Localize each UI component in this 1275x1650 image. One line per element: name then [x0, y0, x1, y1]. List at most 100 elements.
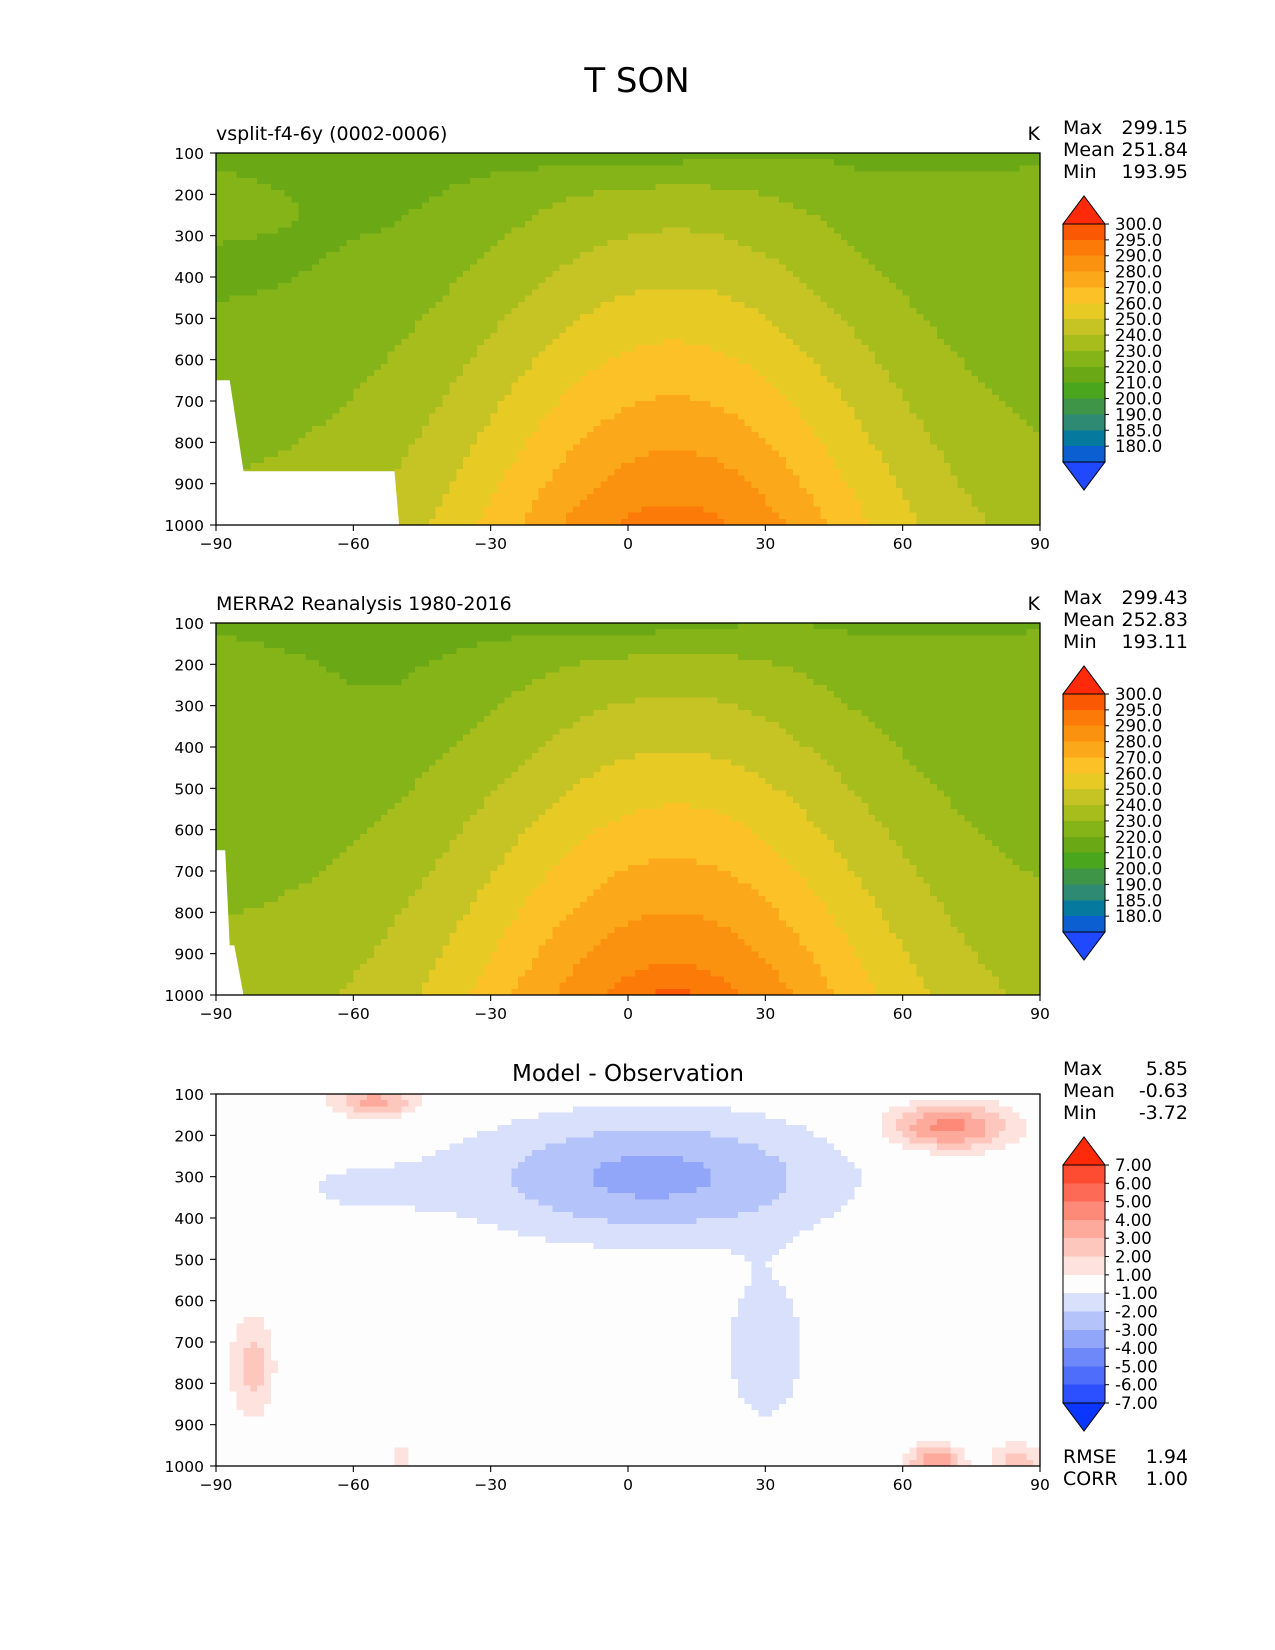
panel-model-cell [594, 296, 601, 303]
panel-model-cell [278, 196, 285, 203]
panel-model-cell [724, 153, 731, 160]
panel-model-cell [772, 271, 779, 278]
panel-model-cell [271, 234, 278, 241]
panel-model-cell [903, 196, 910, 203]
panel-model-cell [807, 153, 814, 160]
panel-model-cell [800, 165, 807, 172]
panel-model-cell [820, 289, 827, 296]
panel-model-cell [285, 234, 292, 241]
panel-model-cell [731, 190, 738, 197]
panel-model-cell [607, 314, 614, 321]
panel-model-cell [896, 184, 903, 191]
panel-model-cell [690, 246, 697, 253]
panel-model-cell [498, 172, 505, 179]
panel-model-cell [326, 333, 333, 340]
panel-model-cell [910, 289, 917, 296]
panel-model-cell [944, 153, 951, 160]
panel-model-cell [573, 339, 580, 346]
panel-model-cell [443, 289, 450, 296]
panel-model-cell [216, 296, 223, 303]
panel-model-cell [896, 358, 903, 365]
panel-model-cell [436, 358, 443, 365]
panel-model-cell [1026, 389, 1033, 396]
panel-model-cell [683, 258, 690, 265]
panel-model-cell [765, 364, 772, 371]
panel-model-cell [326, 153, 333, 160]
panel-model-cell [573, 159, 580, 166]
panel-model-cell [415, 184, 422, 191]
panel-model-cell [614, 178, 621, 185]
panel-model-cell [298, 190, 305, 197]
panel-model-cell [312, 283, 319, 290]
panel-model-cell [868, 401, 875, 408]
panel-model-cell [326, 209, 333, 216]
panel-model-cell [1013, 345, 1020, 352]
panel-model-cell [676, 308, 683, 315]
panel-model-cell [910, 364, 917, 371]
panel-model-cell [278, 407, 285, 414]
panel-model-cell [532, 221, 539, 228]
panel-model-cell [738, 351, 745, 358]
panel-model-cell [697, 358, 704, 365]
panel-model-cell [422, 190, 429, 197]
panel-model-cell [690, 165, 697, 172]
panel-model-cell [388, 314, 395, 321]
panel-model-cell [601, 339, 608, 346]
panel-model-cell [237, 376, 244, 383]
panel-model-cell [346, 221, 353, 228]
panel-model-cell [669, 302, 676, 309]
panel-model-cell [710, 196, 717, 203]
panel-model-cell [223, 203, 230, 210]
panel-model-cell [1006, 227, 1013, 234]
panel-model-cell [271, 178, 278, 185]
panel-model-cell [752, 364, 759, 371]
panel-model-stat-min-label: Min [1063, 161, 1097, 183]
panel-model-cell [305, 252, 312, 259]
panel-model-cell [539, 283, 546, 290]
panel-model-cell [395, 314, 402, 321]
panel-model-cell [463, 227, 470, 234]
panel-model-cell [429, 221, 436, 228]
panel-model-cell [697, 271, 704, 278]
panel-model-cell [587, 370, 594, 377]
panel-model-cell [710, 227, 717, 234]
panel-model-cell [470, 240, 477, 247]
panel-model-cell [415, 196, 422, 203]
panel-model-cell [621, 401, 628, 408]
panel-model-cell [573, 320, 580, 327]
panel-model-cell [511, 240, 518, 247]
panel-model-cell [223, 364, 230, 371]
panel-model-cell [353, 172, 360, 179]
panel-model-cell [498, 258, 505, 265]
panel-model-cell [710, 370, 717, 377]
panel-model-cell [1026, 252, 1033, 259]
panel-model-cell [491, 314, 498, 321]
panel-model-units: K [1028, 123, 1041, 145]
panel-model-cell [834, 159, 841, 166]
panel-model-cell [752, 376, 759, 383]
panel-model-cell [491, 234, 498, 241]
panel-model-cell [1006, 382, 1013, 389]
panel-model-cell [607, 376, 614, 383]
panel-model-cell [367, 159, 374, 166]
panel-model-cell [910, 271, 917, 278]
panel-model-cell [429, 407, 436, 414]
panel-model-cell [903, 320, 910, 327]
panel-model-cell [1026, 246, 1033, 253]
panel-model-cell [422, 345, 429, 352]
panel-model-cell [964, 190, 971, 197]
panel-model-cell [360, 240, 367, 247]
panel-model-cell [374, 364, 381, 371]
panel-model-cell [717, 277, 724, 284]
panel-model-cell [916, 271, 923, 278]
panel-model-cell [312, 296, 319, 303]
panel-model-cell [292, 227, 299, 234]
panel-model-cell [566, 172, 573, 179]
panel-model-cell [937, 184, 944, 191]
panel-model-cell [223, 178, 230, 185]
panel-model-cell [401, 320, 408, 327]
panel-model-cell [422, 227, 429, 234]
panel-model-stat-mean-value: 251.84 [1122, 139, 1188, 161]
panel-model-cell [923, 351, 930, 358]
panel-model-cell [360, 227, 367, 234]
